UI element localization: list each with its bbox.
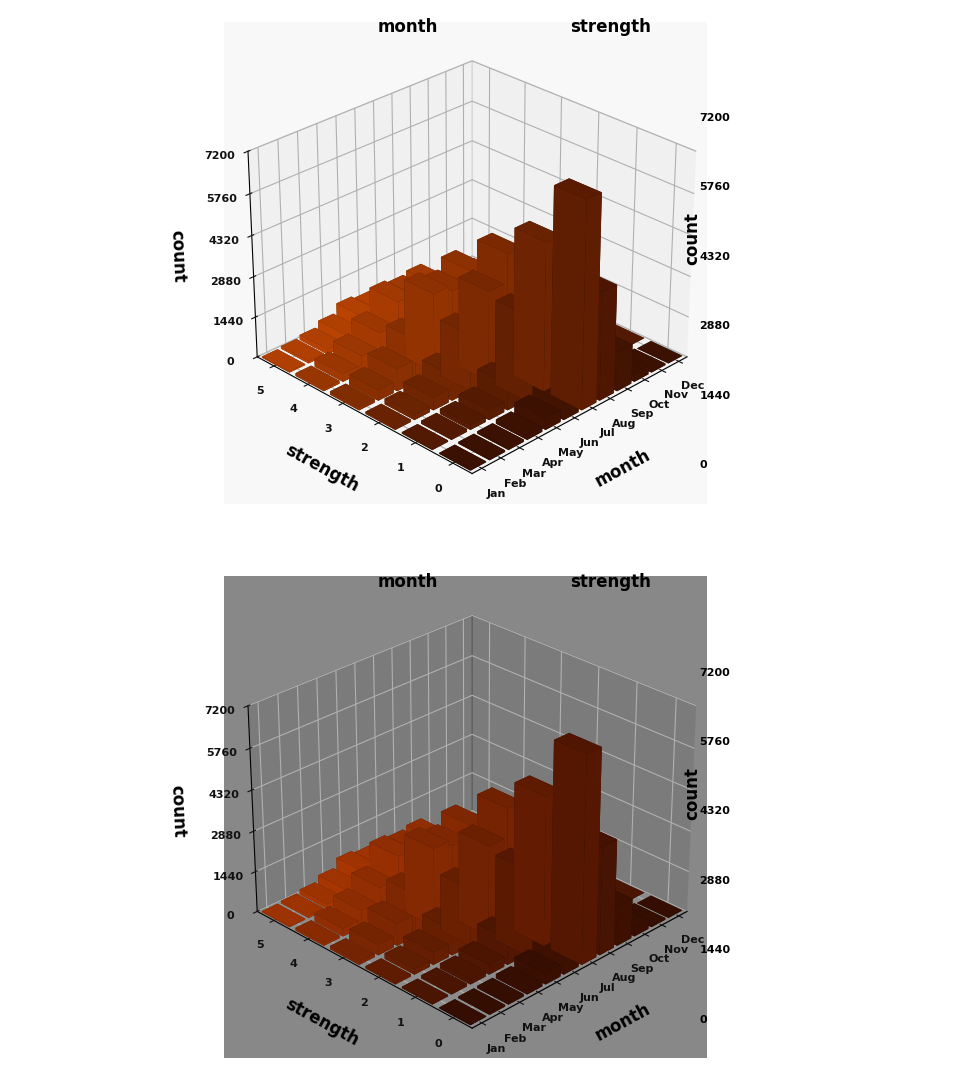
- Y-axis label: strength: strength: [281, 441, 361, 495]
- Text: strength: strength: [570, 18, 651, 36]
- Text: 0: 0: [700, 1015, 708, 1025]
- Text: 5760: 5760: [700, 183, 731, 192]
- Text: 4320: 4320: [700, 252, 731, 262]
- Text: 7200: 7200: [700, 667, 731, 677]
- Text: count: count: [684, 767, 701, 820]
- Text: 7200: 7200: [700, 113, 731, 123]
- Y-axis label: strength: strength: [281, 996, 361, 1050]
- Text: month: month: [377, 572, 438, 591]
- X-axis label: month: month: [592, 446, 654, 490]
- Text: 0: 0: [700, 460, 708, 470]
- Text: 1440: 1440: [700, 391, 731, 401]
- X-axis label: month: month: [592, 1000, 654, 1044]
- Text: count: count: [684, 212, 701, 265]
- Text: 2880: 2880: [700, 876, 731, 886]
- Text: 5760: 5760: [700, 737, 731, 747]
- Text: strength: strength: [570, 572, 651, 591]
- Text: 4320: 4320: [700, 807, 731, 816]
- Text: 1440: 1440: [700, 945, 731, 956]
- Text: month: month: [377, 18, 438, 36]
- Text: 2880: 2880: [700, 322, 731, 332]
